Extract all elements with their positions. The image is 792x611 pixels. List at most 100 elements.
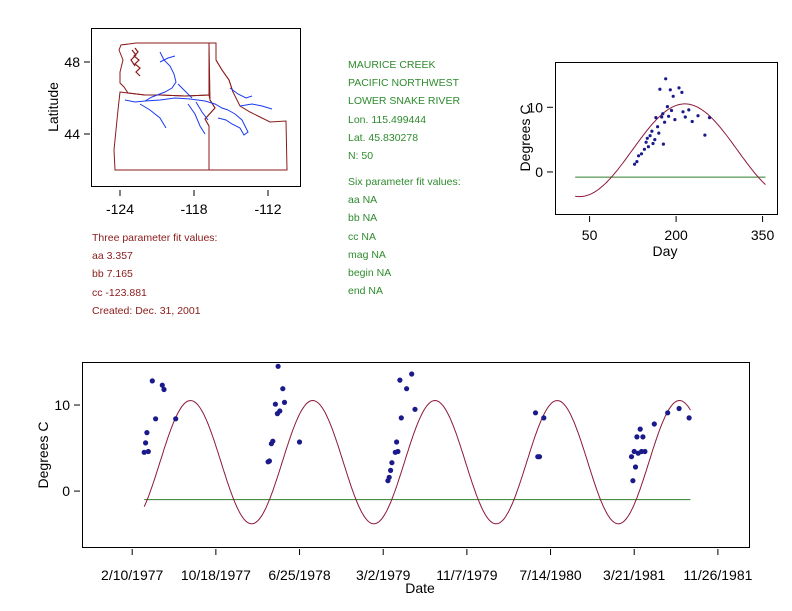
seasonal-ytick: 10 xyxy=(527,99,543,115)
seasonal-point xyxy=(696,114,700,118)
map-ytick: 48 xyxy=(64,54,80,70)
timeseries-point xyxy=(141,449,147,455)
seasonal-point xyxy=(653,138,657,142)
timeseries-point xyxy=(161,386,167,393)
seasonal-ytick: 0 xyxy=(535,164,543,180)
station-basin: LOWER SNAKE RIVER xyxy=(348,95,461,108)
yakima-river xyxy=(177,83,193,99)
timeseries-point xyxy=(277,408,283,414)
seasonal-xtick: 350 xyxy=(751,227,775,243)
timeseries-chart: Degrees C Date 2/10/1977 10/18/1977 6/25/1… xyxy=(35,362,753,596)
timeseries-point xyxy=(640,434,646,440)
seasonal-point xyxy=(673,118,677,122)
timeseries-point xyxy=(272,401,278,407)
seasonal-point xyxy=(646,145,650,149)
map-ylabel: Latitude xyxy=(45,82,61,132)
seasonal-frame xyxy=(555,62,778,215)
seasonal-point xyxy=(681,110,685,114)
map-frame xyxy=(91,28,301,187)
timeseries-point xyxy=(395,448,401,455)
timeseries-xtick: 6/25/1978 xyxy=(268,567,330,583)
timeseries-point xyxy=(412,406,418,412)
timeseries-xtick: 2/10/1977 xyxy=(101,567,163,583)
salmon-river xyxy=(229,87,253,99)
timeseries-point xyxy=(628,454,635,460)
timeseries-point xyxy=(637,426,643,432)
seasonal-point xyxy=(658,87,662,91)
timeseries-point xyxy=(275,363,281,369)
map-xtick: -124 xyxy=(106,201,134,217)
timeseries-point xyxy=(532,410,539,416)
three-param-fit: Three parameter fit values: aa 3.357 bb … xyxy=(92,229,217,320)
timeseries-point xyxy=(394,439,400,445)
three-param-cc: cc -123.881 xyxy=(92,286,147,299)
timeseries-xtick: 7/14/1980 xyxy=(519,567,581,583)
seasonal-point xyxy=(669,108,674,113)
seasonal-point xyxy=(645,136,649,140)
timeseries-point xyxy=(144,430,150,436)
timeseries-point xyxy=(281,399,288,405)
map-axis-x: -124 -118 -112 xyxy=(106,190,282,217)
john-day-river xyxy=(195,101,209,121)
seasonal-point xyxy=(648,134,652,138)
timeseries-point xyxy=(409,371,415,377)
timeseries-frame xyxy=(82,362,750,548)
timeseries-xtick: 11/26/1981 xyxy=(683,567,752,583)
timeseries-point xyxy=(159,382,165,388)
timeseries-point xyxy=(386,474,392,480)
timeseries-point xyxy=(686,415,692,421)
seasonal-point xyxy=(664,77,668,81)
six-param-cc: cc NA xyxy=(348,230,377,243)
seasonal-point xyxy=(661,112,665,116)
seasonal-point xyxy=(656,125,660,129)
map-rivers xyxy=(124,51,273,136)
six-param-bb: bb NA xyxy=(348,212,378,225)
created-date: Created: Dec. 31, 2001 xyxy=(92,304,201,317)
station-region: PACIFIC NORTHWEST xyxy=(348,77,460,90)
seasonal-point xyxy=(707,116,712,120)
timeseries-point xyxy=(280,386,286,392)
seasonal-point xyxy=(639,152,644,156)
seasonal-point xyxy=(677,86,681,90)
timeseries-point xyxy=(651,421,657,427)
seasonal-point xyxy=(644,140,648,144)
station-lon: Lon. 115.499444 xyxy=(348,113,427,126)
six-param-fit: Six parameter fit values: aa NA bb NA cc… xyxy=(348,173,461,300)
seasonal-point xyxy=(671,94,675,98)
station-name: MAURICE CREEK xyxy=(348,59,436,71)
willamette-river xyxy=(139,103,167,129)
montana-edge xyxy=(215,43,234,93)
station-info: MAURICE CREEK PACIFIC NORTHWEST LOWER SN… xyxy=(348,56,460,165)
timeseries-xtick: 3/21/1981 xyxy=(603,567,665,583)
seasonal-point xyxy=(657,131,661,135)
three-param-title: Three parameter fit values: xyxy=(92,232,218,244)
timeseries-point xyxy=(143,440,149,446)
timeseries-xtick: 10/18/1977 xyxy=(181,567,251,583)
map-xtick: -112 xyxy=(255,201,282,217)
seasonal-point xyxy=(665,105,669,109)
six-param-aa: aa NA xyxy=(348,194,378,207)
columbia-to-coast xyxy=(124,99,146,103)
map-xtick: -118 xyxy=(181,201,208,217)
deschutes-river xyxy=(187,103,206,135)
timeseries-point xyxy=(632,464,639,470)
timeseries-point xyxy=(149,378,155,384)
seasonal-fit-curve xyxy=(575,103,766,198)
seasonal-point xyxy=(668,88,672,92)
columbia-river-lower xyxy=(144,97,229,111)
station-lat: Lat. 45.830278 xyxy=(348,131,419,144)
seasonal-point xyxy=(637,154,641,158)
seasonal-point xyxy=(667,114,671,118)
timeseries-xtick: 3/2/1979 xyxy=(356,567,411,583)
seasonal-point xyxy=(680,90,684,94)
timeseries-point xyxy=(398,415,404,421)
timeseries-point xyxy=(665,410,671,416)
map-borders xyxy=(113,42,288,171)
timeseries-point xyxy=(676,405,682,412)
map-axis-y: 48 44 Latitude xyxy=(45,54,90,142)
snake-river xyxy=(217,109,249,136)
timeseries-ytick: 0 xyxy=(62,483,70,499)
timeseries-point xyxy=(404,386,410,392)
timeseries-point xyxy=(296,439,303,445)
six-param-title: Six parameter fit values: xyxy=(348,176,461,188)
